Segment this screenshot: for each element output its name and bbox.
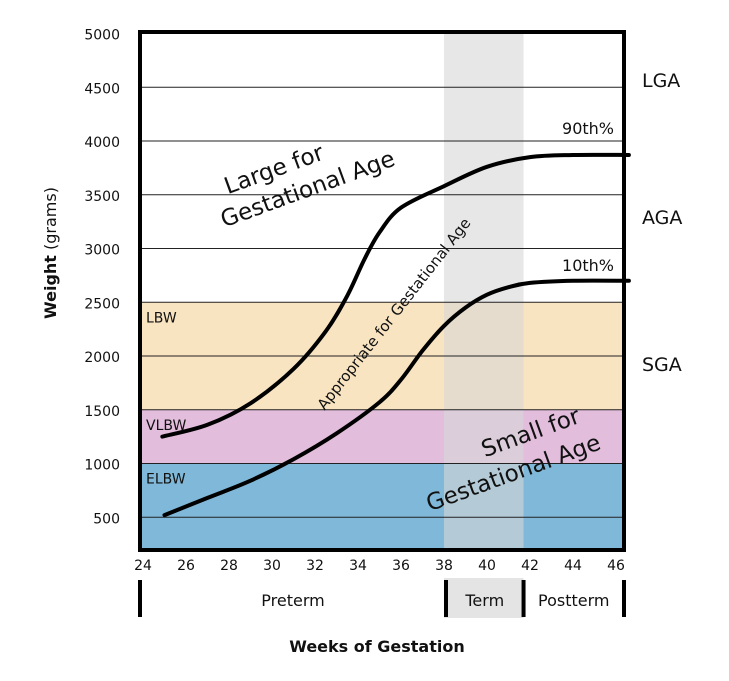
y-tick-label: 4500: [84, 81, 120, 97]
percentile-label-10th: 10th%: [562, 256, 614, 275]
y-tick-label: 4000: [84, 135, 120, 151]
band-label-vlbw: VLBW: [146, 418, 186, 434]
x-tick-label: 46: [607, 558, 625, 574]
region-label-lga: Large forGestational Age: [207, 118, 398, 233]
x-tick-label: 32: [306, 558, 324, 574]
term-period-band: [444, 578, 524, 618]
right-label-lga: LGA: [642, 70, 680, 92]
period-label-preterm: Preterm: [261, 591, 324, 610]
y-tick-label: 1000: [84, 458, 120, 474]
x-tick-label: 30: [263, 558, 281, 574]
right-label-sga: SGA: [642, 354, 682, 376]
y-tick-label: 500: [93, 511, 120, 527]
band-label-lbw: LBW: [146, 310, 177, 326]
percentile-curve-90th: [160, 152, 631, 439]
x-tick-label: 40: [478, 558, 496, 574]
y-tick-label: 3500: [84, 189, 120, 205]
x-tick-label: 36: [392, 558, 410, 574]
y-tick-label: 1500: [84, 404, 120, 420]
y-axis-title: Weight (grams): [41, 187, 60, 319]
x-axis-title: Weeks of Gestation: [289, 637, 465, 656]
x-tick-label: 28: [220, 558, 238, 574]
y-axis-title-unit: (grams): [41, 187, 60, 255]
x-tick-label: 34: [349, 558, 367, 574]
x-tick-label: 38: [435, 558, 453, 574]
y-tick-label: 3000: [84, 243, 120, 259]
band-label-elbw: ELBW: [146, 472, 186, 488]
y-tick-label: 5000: [84, 28, 120, 44]
percentile-curve-10th: [162, 278, 631, 518]
percentile-label-90th: 90th%: [562, 119, 614, 138]
x-tick-label: 44: [564, 558, 582, 574]
y-tick-label: 2500: [84, 296, 120, 312]
x-tick-label: 24: [134, 558, 152, 574]
right-label-aga: AGA: [642, 207, 682, 229]
x-tick-label: 42: [521, 558, 539, 574]
y-tick-label: 2000: [84, 350, 120, 366]
weight-band-elbw: [140, 463, 624, 551]
x-tick-label: 26: [177, 558, 195, 574]
y-axis-title-main: Weight: [41, 255, 60, 319]
period-label-postterm: Postterm: [538, 591, 609, 610]
plot-frame: [138, 30, 626, 552]
period-label-term: Term: [464, 591, 504, 610]
